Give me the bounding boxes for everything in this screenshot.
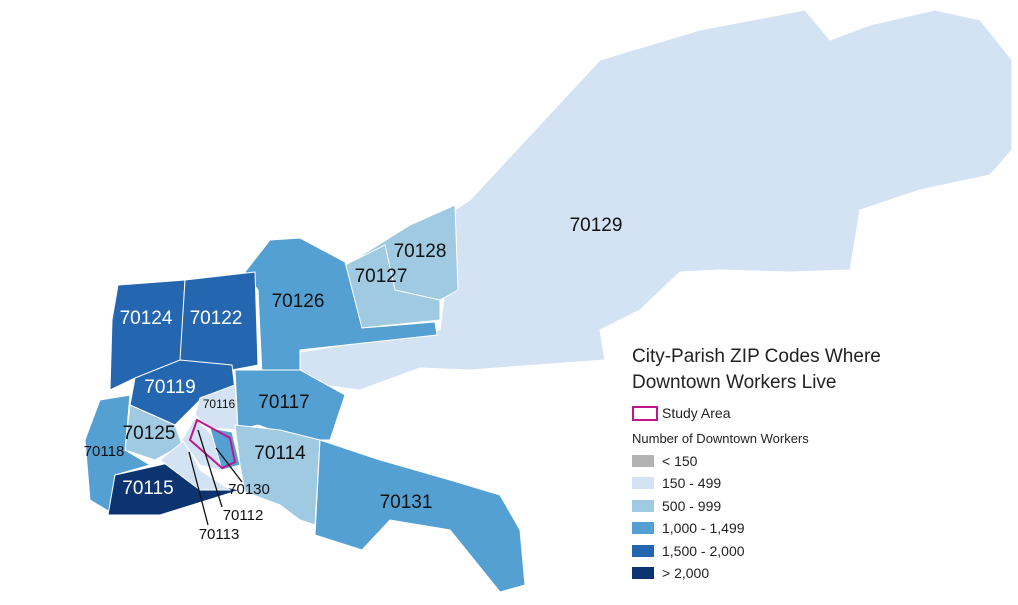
zip-area <box>244 237 438 381</box>
study-area-swatch <box>632 406 658 421</box>
zip-area <box>159 439 232 491</box>
zip-label: 70129 <box>570 215 623 236</box>
legend-swatch <box>632 567 654 579</box>
callout-arrows <box>188 429 243 526</box>
zip-label: 70113 <box>199 526 240 543</box>
zip-area <box>314 439 526 593</box>
zip-label: 70126 <box>272 291 325 312</box>
zip-area <box>107 459 241 516</box>
zip-label: 70114 <box>254 443 306 464</box>
legend-swatch <box>632 455 654 467</box>
zip-area <box>194 384 239 431</box>
legend-label: 500 - 999 <box>662 497 722 514</box>
zip-label: 70124 <box>120 308 173 329</box>
legend-label: 150 - 499 <box>662 475 722 492</box>
map-title: City-Parish ZIP Codes Where Downtown Wor… <box>632 346 881 393</box>
zip-label: 70128 <box>394 241 447 262</box>
legend-swatch <box>632 522 654 535</box>
zip-label: 70119 <box>144 377 195 398</box>
zip-area <box>84 394 152 513</box>
legend-label: 1,500 - 2,000 <box>662 542 745 559</box>
zip-label: 70117 <box>258 392 309 413</box>
zip-label: 70112 <box>223 507 264 524</box>
legend-swatch <box>632 544 654 557</box>
legend-swatch <box>632 499 654 512</box>
zip-label: 70130 <box>228 481 270 498</box>
zip-label: 70116 <box>203 397 236 411</box>
legend-study-area: Study Area <box>662 405 731 421</box>
zip-label: 70122 <box>190 308 243 329</box>
legend-subtitle: Number of Downtown Workers <box>632 431 809 446</box>
zip-label: 70115 <box>122 478 173 499</box>
zip-area <box>299 9 1013 391</box>
zip-label: 70125 <box>123 423 176 444</box>
legend-label: > 2,000 <box>662 565 710 581</box>
zip-areas <box>84 9 1013 593</box>
zip-labels: 70129 70128 70127 70126 70124 70122 7011… <box>84 215 623 543</box>
zip-area <box>234 424 321 526</box>
zip-area <box>179 271 259 371</box>
legend-label: < 150 <box>662 453 698 469</box>
zip-label: 70118 <box>84 443 125 460</box>
zip-label: 70131 <box>380 492 433 513</box>
legend-label: 1,000 - 1,499 <box>662 520 745 537</box>
legend-swatch <box>632 477 654 490</box>
zip-label: 70127 <box>355 266 408 287</box>
